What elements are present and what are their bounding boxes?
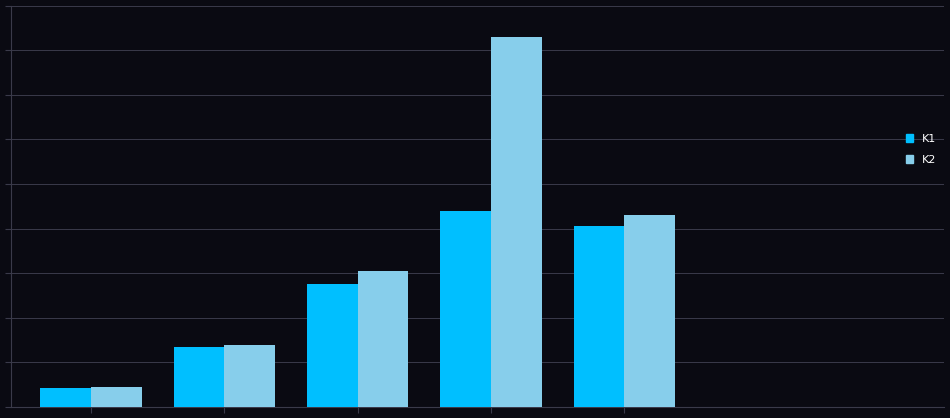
Legend: K1, K2: K1, K2: [903, 132, 939, 167]
Bar: [174, 347, 224, 407]
Bar: [574, 226, 624, 407]
Bar: [91, 387, 142, 407]
Bar: [624, 215, 675, 407]
Bar: [224, 345, 276, 407]
Bar: [41, 388, 91, 407]
Bar: [307, 284, 358, 407]
Bar: [441, 211, 491, 407]
Bar: [358, 271, 408, 407]
Bar: [491, 37, 542, 407]
